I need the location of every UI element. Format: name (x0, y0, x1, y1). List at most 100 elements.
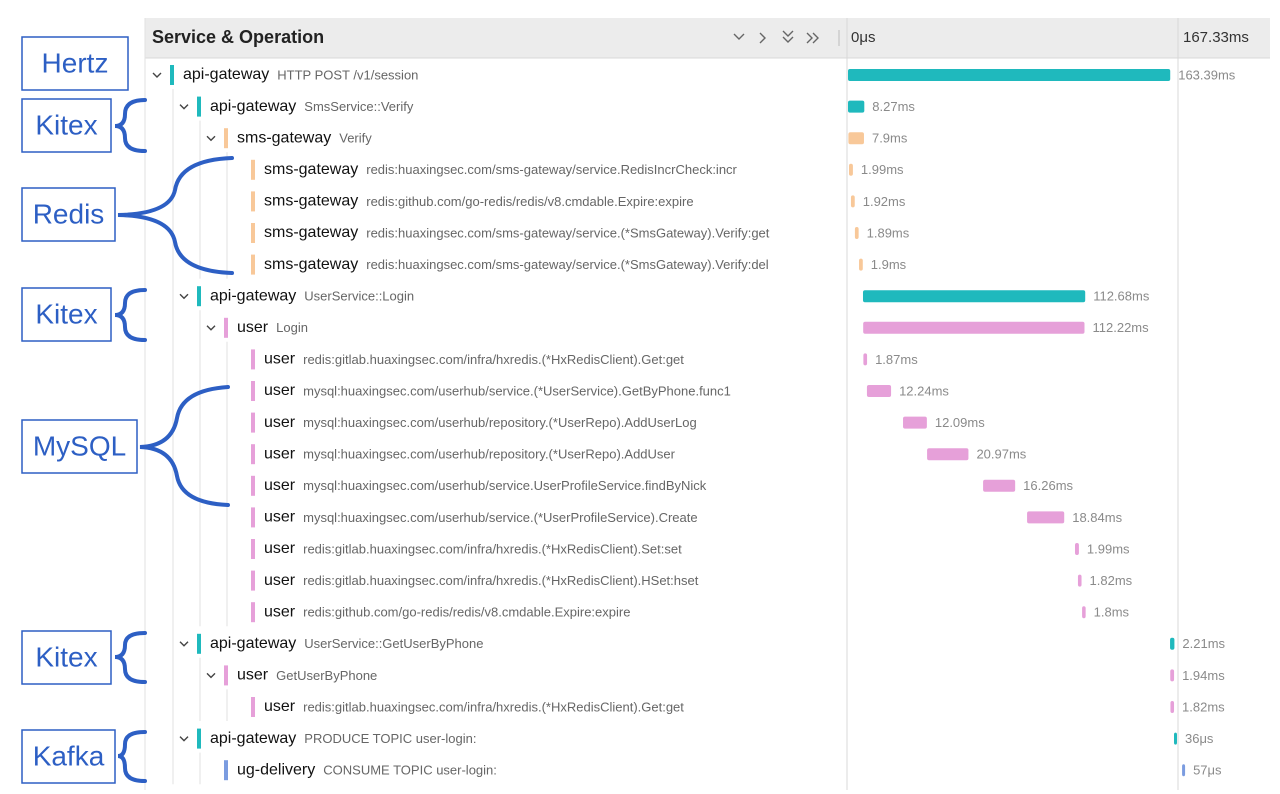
expand-toggle[interactable] (152, 72, 162, 78)
annotation-box (21, 36, 129, 91)
span-bar[interactable] (1173, 732, 1177, 745)
span-bar[interactable] (859, 258, 863, 271)
operation-name: GetUserByPhone (276, 668, 377, 683)
service-name[interactable]: sms-gateway (237, 129, 331, 146)
service-color (251, 159, 255, 180)
duration-label: 7.9ms (872, 131, 908, 146)
service-name[interactable]: user (264, 603, 296, 620)
service-color (197, 96, 201, 117)
service-color (251, 602, 255, 623)
brace (117, 730, 147, 783)
service-name[interactable]: user (237, 667, 269, 684)
duration-label: 1.87ms (875, 352, 918, 367)
span-bar[interactable] (862, 290, 1086, 303)
span-bar[interactable] (848, 132, 864, 145)
operation-name: mysql:huaxingsec.com/userhub/repository.… (303, 447, 676, 462)
span-bar[interactable] (1074, 543, 1079, 555)
service-color (251, 539, 255, 559)
duration-label: 57μs (1193, 763, 1222, 778)
annotation-box (21, 98, 112, 153)
expand-all[interactable] (806, 32, 819, 44)
service-name[interactable]: user (264, 477, 296, 494)
annotation-label: Kitex (35, 109, 97, 140)
service-name[interactable]: sms-gateway (264, 224, 358, 241)
annotation-label: Redis (33, 198, 105, 229)
span-bar[interactable] (1077, 574, 1082, 587)
duration-label: 1.82ms (1090, 573, 1133, 588)
span-bar[interactable] (903, 416, 927, 429)
service-name[interactable]: api-gateway (210, 287, 296, 304)
duration-label: 18.84ms (1072, 510, 1122, 525)
service-name[interactable]: api-gateway (183, 66, 269, 83)
span-bar[interactable] (1170, 669, 1175, 682)
service-name[interactable]: sms-gateway (264, 193, 358, 210)
service-name[interactable]: user (264, 351, 296, 368)
span-bar[interactable] (1082, 606, 1086, 619)
service-name[interactable]: user (264, 382, 296, 399)
operation-name: UserService::Login (304, 289, 414, 304)
span-rows: 0μs 167.33ms api-gateway HTTP POST /v1/sess… (152, 18, 1249, 790)
collapse-all[interactable] (782, 30, 794, 43)
duration-label: 20.97ms (976, 447, 1026, 462)
header-controls (733, 30, 819, 44)
operation-name: UserService::GetUserByPhone (304, 636, 483, 651)
service-name[interactable]: api-gateway (210, 98, 296, 115)
service-name[interactable]: sms-gateway (264, 161, 358, 178)
service-name[interactable]: user (264, 414, 296, 431)
span-bar[interactable] (863, 321, 1085, 334)
service-color (197, 728, 201, 749)
operation-name: CONSUME TOPIC user-login: (323, 763, 497, 778)
service-name[interactable]: user (264, 698, 296, 715)
expand-toggle[interactable] (206, 325, 216, 331)
service-name[interactable]: user (264, 509, 296, 526)
span-bar[interactable] (863, 353, 868, 366)
annotation-box (21, 419, 138, 474)
span-bar[interactable] (1170, 701, 1175, 713)
service-color (251, 444, 255, 465)
service-name[interactable]: api-gateway (210, 730, 296, 747)
annotation-box (21, 287, 112, 342)
service-name[interactable]: ug-delivery (237, 761, 315, 778)
operation-name: PRODUCE TOPIC user-login: (304, 731, 476, 746)
span-bar[interactable] (850, 195, 855, 208)
expand-toggle[interactable] (206, 135, 216, 142)
service-name[interactable]: sms-gateway (264, 256, 358, 273)
service-color (224, 317, 228, 338)
service-color (251, 381, 255, 401)
collapse-one[interactable] (733, 33, 745, 40)
expand-toggle[interactable] (179, 104, 189, 110)
span-bar[interactable] (983, 479, 1016, 492)
duration-label: 163.39ms (1178, 67, 1236, 82)
brace (117, 156, 234, 275)
operation-name: redis:huaxingsec.com/sms-gateway/service… (366, 225, 770, 240)
service-name[interactable]: api-gateway (210, 635, 296, 652)
span-bar[interactable] (866, 385, 892, 397)
expand-toggle[interactable] (179, 736, 189, 742)
service-name[interactable]: user (237, 319, 269, 336)
span-bar[interactable] (848, 163, 853, 176)
span-bar[interactable] (848, 69, 1171, 81)
annotation-box (21, 729, 116, 784)
span-bar[interactable] (848, 100, 865, 113)
duration-label: 1.92ms (863, 194, 906, 209)
span-bar[interactable] (854, 227, 859, 239)
span-bar[interactable] (1027, 511, 1065, 524)
duration-label: 112.68ms (1093, 289, 1150, 304)
span-bar[interactable] (927, 448, 969, 461)
duration-label: 1.82ms (1182, 699, 1225, 714)
operation-name: redis:gitlab.huaxingsec.com/infra/hxredi… (303, 541, 682, 556)
expand-toggle[interactable] (206, 672, 216, 679)
annotation-label: Kafka (33, 740, 105, 771)
service-color (224, 128, 228, 149)
service-name[interactable]: user (264, 445, 296, 462)
expand-one[interactable] (759, 32, 766, 44)
annotation-label: Kitex (35, 298, 97, 329)
expand-toggle[interactable] (179, 641, 189, 647)
annotation-box (21, 630, 112, 685)
span-bar[interactable] (1170, 637, 1175, 650)
service-name[interactable]: user (264, 572, 296, 589)
expand-toggle[interactable] (179, 293, 189, 300)
span-bar[interactable] (1182, 764, 1186, 777)
brace (114, 288, 147, 342)
service-name[interactable]: user (264, 540, 296, 557)
